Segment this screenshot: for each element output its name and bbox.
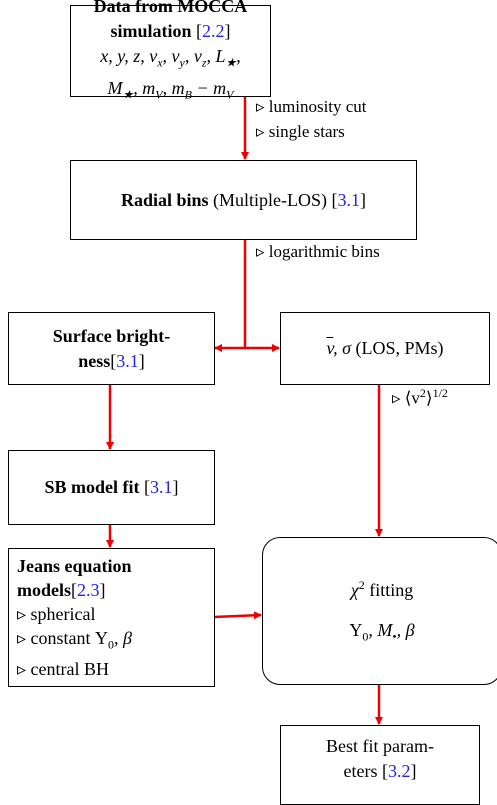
text: • bbox=[392, 629, 397, 644]
text: [ bbox=[381, 761, 388, 781]
node: Radial bins (Multiple-LOS) [3.1] bbox=[70, 160, 417, 240]
text: M bbox=[107, 78, 123, 98]
text: Data from MOCCA simulation bbox=[93, 0, 248, 42]
text: Best fit param- bbox=[326, 736, 434, 756]
text: V bbox=[155, 87, 163, 102]
text: [ bbox=[71, 580, 77, 601]
text: 2 bbox=[419, 386, 426, 400]
text: ] bbox=[172, 477, 179, 497]
node: Best fit param- eters [3.2] bbox=[280, 725, 480, 805]
text: , β bbox=[396, 620, 415, 641]
text: B bbox=[184, 87, 192, 102]
text: ★ bbox=[225, 56, 237, 70]
text: , β bbox=[114, 628, 132, 649]
text: − m bbox=[191, 78, 227, 98]
text: ] bbox=[410, 761, 417, 781]
text: [ bbox=[110, 350, 117, 371]
text: 2.3 bbox=[77, 580, 100, 601]
text: ⟩ bbox=[425, 388, 433, 408]
text: (LOS, PMs) bbox=[351, 338, 444, 358]
text: , bbox=[236, 46, 241, 67]
node: v, σ (LOS, PMs) bbox=[280, 312, 490, 385]
text: ] bbox=[99, 580, 106, 601]
text: x, y, z, v bbox=[100, 46, 158, 67]
text: , L bbox=[206, 46, 226, 67]
text: 0 bbox=[362, 629, 369, 644]
arrow bbox=[213, 611, 262, 620]
text: [ bbox=[144, 477, 150, 497]
text: ★ bbox=[122, 87, 134, 102]
text: ▹ constant Υ bbox=[17, 628, 109, 649]
text: [ bbox=[196, 21, 203, 42]
text: x bbox=[157, 56, 163, 70]
text: [ bbox=[331, 189, 338, 210]
node: SB model fit [3.1] bbox=[8, 450, 215, 525]
text: fitting bbox=[364, 580, 414, 601]
text: ▹ ⟨v bbox=[392, 388, 420, 408]
text: 2 bbox=[358, 578, 365, 593]
node: Surface bright- ness[3.1] bbox=[8, 312, 215, 385]
text: 0 bbox=[108, 637, 115, 652]
text: SB model fit bbox=[44, 477, 144, 497]
text: , M bbox=[368, 620, 393, 641]
note: ▹ logarithmic bins bbox=[256, 242, 380, 261]
note: ▹ luminosity cut bbox=[256, 97, 367, 116]
text: , σ bbox=[333, 338, 352, 358]
text: eters bbox=[343, 761, 382, 781]
text: v bbox=[326, 338, 334, 358]
text: Υ bbox=[349, 620, 363, 641]
text: 1/2 bbox=[432, 386, 448, 400]
text: , v bbox=[184, 46, 202, 67]
text: ] bbox=[138, 350, 145, 371]
text: , m bbox=[162, 78, 185, 98]
text: 3.2 bbox=[387, 761, 411, 781]
text: ness bbox=[78, 350, 111, 371]
text: models bbox=[17, 580, 71, 601]
text: z bbox=[201, 56, 207, 70]
text: ] bbox=[360, 189, 367, 210]
node: Data from MOCCA simulation [2.2] x, y, z… bbox=[70, 0, 271, 102]
text: Radial bins bbox=[120, 189, 209, 210]
text: , v bbox=[162, 46, 180, 67]
text: ▹ central BH bbox=[17, 658, 110, 679]
text: 3.1 bbox=[150, 477, 173, 497]
text: ▹ spherical bbox=[17, 604, 96, 625]
text: y bbox=[179, 56, 185, 70]
text: , m bbox=[133, 78, 156, 98]
node: Jeans equation models[2.3] ▹ spherical ▹… bbox=[8, 548, 215, 687]
node: χ2 fitting Υ0, M•, β bbox=[262, 537, 497, 685]
text: Jeans equation bbox=[17, 556, 132, 577]
note: ▹ ⟨v2⟩1/2 bbox=[392, 386, 448, 409]
text: ] bbox=[224, 21, 231, 42]
note: ▹ single stars bbox=[256, 122, 345, 141]
text: χ bbox=[350, 580, 359, 601]
text: V bbox=[226, 87, 234, 102]
text: 3.1 bbox=[116, 350, 139, 371]
text: 2.2 bbox=[202, 21, 225, 42]
text: (Multiple-LOS) bbox=[208, 189, 332, 210]
text: 3.1 bbox=[337, 189, 361, 210]
text: Surface bright- bbox=[52, 325, 171, 346]
